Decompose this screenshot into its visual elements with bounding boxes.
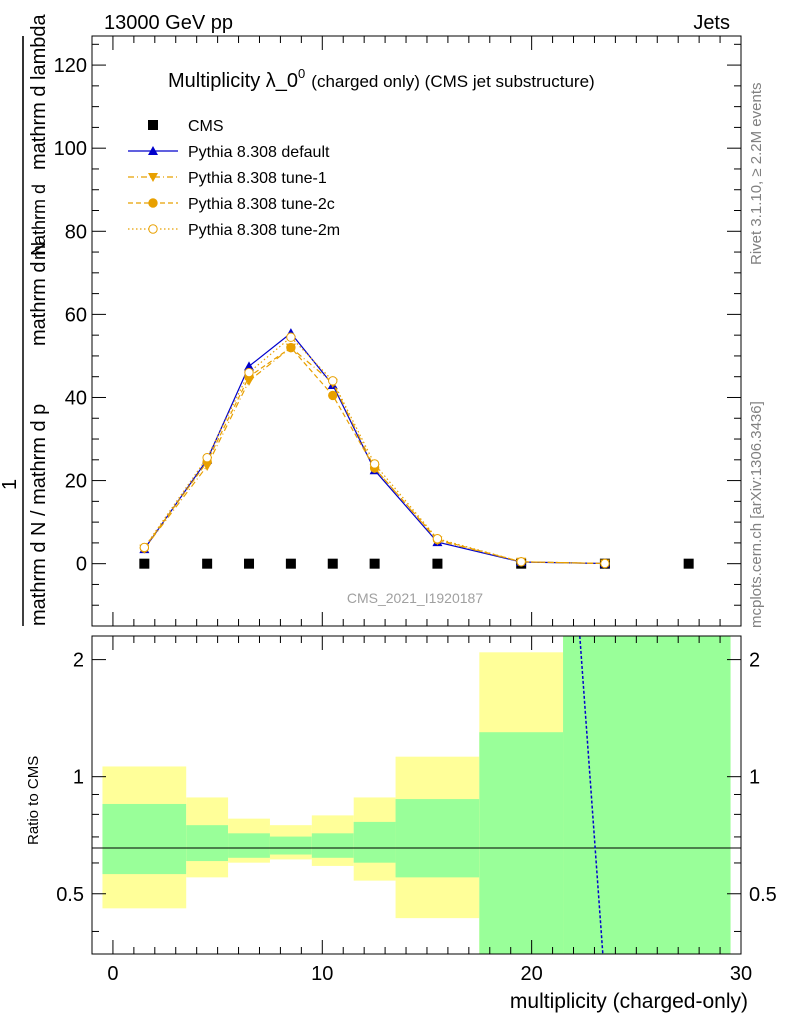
cms-data-point	[369, 558, 380, 569]
main-series-group	[139, 328, 694, 569]
ratio-series-line	[579, 635, 604, 955]
analysis-watermark: CMS_2021_I1920187	[347, 590, 483, 606]
legend-marker	[148, 146, 158, 155]
plot-title: Multiplicity λ_00 (charged only) (CMS jet…	[168, 66, 595, 92]
legend-label: CMS	[188, 118, 224, 135]
cms-data-point	[432, 558, 443, 569]
ratio-green-band	[395, 799, 480, 878]
legend-label: Pythia 8.308 tune-2c	[188, 196, 335, 213]
ratio-x-axis: 0 10 20 30	[107, 636, 752, 985]
ratio-y-label-left: 1	[73, 767, 84, 789]
ratio-green-band	[479, 732, 564, 954]
series-point	[286, 332, 296, 342]
plot-title-suffix: (charged only) (CMS jet substructure)	[311, 72, 594, 91]
y-tick-label: 40	[65, 387, 87, 409]
ratio-green-band	[228, 833, 270, 858]
series-point	[202, 453, 212, 463]
x-tick-label: 30	[730, 963, 752, 985]
cms-data-point	[683, 558, 694, 569]
cms-data-point	[285, 558, 296, 569]
ratio-lines	[92, 635, 741, 955]
legend-label: Pythia 8.308 tune-2m	[188, 222, 340, 239]
ratio-y-label-right: 0.5	[749, 884, 777, 906]
y-tick-label: 100	[54, 138, 87, 160]
series-point	[432, 534, 443, 544]
series-point	[244, 361, 255, 371]
energy-label: 13000 GeV pp	[104, 12, 233, 34]
rivet-label: Rivet 3.1.10, ≥ 2.2M events	[748, 83, 765, 266]
ratio-y-label-left: 2	[73, 650, 84, 672]
legend-marker-cms	[148, 120, 158, 130]
legend: CMS Pythia 8.308 default Pythia 8.308 tune…	[128, 118, 340, 239]
cms-data-point	[139, 558, 150, 569]
ratio-y-label-right: 2	[749, 650, 760, 672]
y-tick-label: 20	[65, 471, 87, 493]
main-ylabel: 1 mathrm d N / mathrm d p mathrm d N mat…	[0, 14, 50, 626]
series-point	[369, 459, 380, 469]
series-point	[139, 542, 150, 553]
cms-data-point	[327, 558, 338, 569]
ylabel-right-top: mathrm d	[29, 184, 49, 260]
y-tick-label: 80	[65, 221, 87, 243]
ratio-y-label-left: 0.5	[56, 884, 84, 906]
series-point	[600, 558, 610, 569]
main-y-axis: 0 20 40 60 80 100 120	[54, 43, 741, 606]
ratio-bands	[102, 636, 731, 954]
main-plot-frame	[91, 35, 742, 627]
ratio-green-band	[311, 833, 354, 858]
ratio-green-band	[563, 636, 731, 954]
mcplots-label: mcplots.cern.ch [arXiv:1306.3436]	[748, 401, 765, 628]
y-tick-label: 120	[54, 55, 87, 77]
legend-marker	[148, 173, 158, 182]
cms-data-point	[244, 558, 255, 569]
main-x-axis	[112, 36, 742, 626]
legend-marker	[148, 198, 158, 208]
series-point	[516, 557, 526, 567]
series-point	[286, 342, 296, 353]
y-tick-label: 60	[65, 304, 87, 326]
series-point	[244, 367, 254, 378]
ratio-ylabel: Ratio to CMS	[25, 756, 42, 845]
legend-label: Pythia 8.308 tune-1	[188, 170, 327, 187]
ratio-green-band	[102, 803, 187, 875]
x-axis-label: multiplicity (charged-only)	[510, 990, 748, 1013]
plot-title-main: Multiplicity λ_0	[168, 70, 298, 92]
ratio-plot-frame	[91, 635, 742, 955]
series-point	[328, 376, 338, 386]
ylabel-denominator: mathrm d N / mathrm d p	[28, 404, 50, 626]
x-tick-label: 20	[521, 963, 543, 985]
legend-marker	[148, 224, 158, 234]
ratio-green-band	[186, 825, 229, 862]
ratio-green-band	[353, 821, 396, 863]
category-label: Jets	[693, 12, 730, 34]
cms-data-point	[202, 558, 213, 569]
plot-title-sup: 0	[298, 66, 305, 81]
ylabel-right-tail: mathrm d lambda	[28, 14, 50, 170]
ylabel-denominator-b: mathrm d N	[28, 242, 50, 346]
series-point	[328, 390, 338, 401]
x-tick-label: 0	[107, 963, 118, 985]
ratio-y-axis: 0.5 0.5 1 1 2 2	[56, 650, 777, 932]
x-tick-label: 10	[311, 963, 333, 985]
series-line	[143, 346, 605, 565]
y-tick-label: 0	[76, 554, 87, 576]
ratio-y-label-right: 1	[749, 767, 760, 789]
ratio-green-band	[269, 836, 312, 855]
series-line	[143, 346, 605, 565]
series-line	[143, 336, 605, 565]
legend-label: Pythia 8.308 default	[188, 144, 330, 161]
ylabel-numerator: 1	[0, 479, 21, 490]
